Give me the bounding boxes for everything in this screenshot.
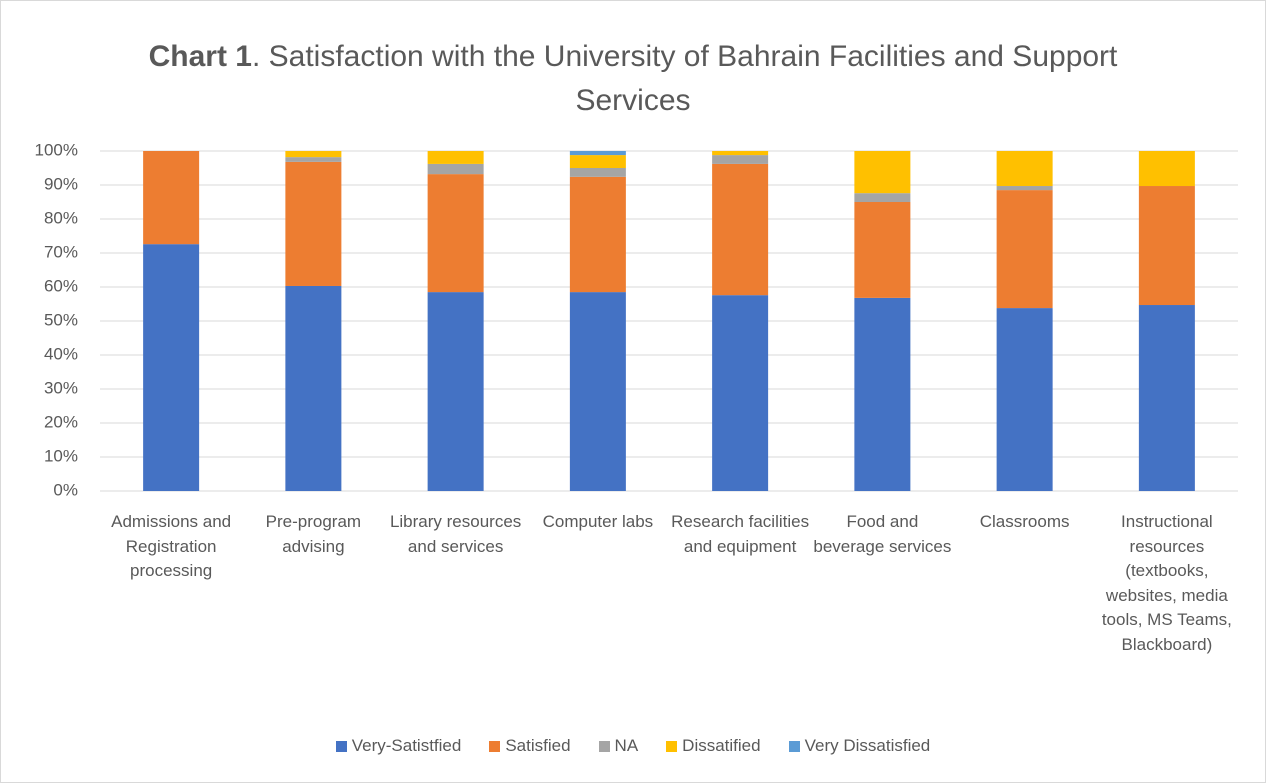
bar-segment	[712, 295, 769, 491]
bar-segment	[569, 155, 626, 168]
bar-segment	[712, 155, 769, 164]
bar-segment	[427, 174, 484, 293]
legend-item: Dissatified	[666, 736, 761, 756]
legend-swatch	[598, 740, 610, 752]
bar-segment	[569, 176, 626, 293]
bar-segment	[569, 151, 626, 156]
bar-segment	[712, 151, 769, 156]
x-tick-label: Classrooms	[979, 512, 1070, 531]
bar-segment	[143, 151, 200, 245]
y-tick-label: 20%	[44, 412, 78, 431]
bar-segment	[427, 292, 484, 491]
x-tick-label: Food and beverage services	[813, 512, 952, 556]
legend-item: Satisfied	[489, 736, 571, 756]
x-tick-label: Admissions and Registration processing	[111, 512, 232, 580]
title-prefix: Chart 1	[148, 40, 252, 73]
y-tick-label: 100%	[35, 140, 78, 159]
bar-segment	[996, 190, 1053, 309]
y-tick-label: 40%	[44, 344, 78, 363]
x-tick-label: Research facilities and equipment	[671, 512, 810, 556]
y-tick-label: 70%	[44, 242, 78, 261]
bar-segment	[1138, 305, 1195, 491]
title-text: . Satisfaction with the University of Ba…	[251, 40, 1118, 117]
legend-swatch	[666, 740, 678, 752]
y-tick-label: 30%	[44, 378, 78, 397]
bar-segment	[569, 292, 626, 491]
bar-segment	[854, 297, 911, 491]
bar-segment	[427, 151, 484, 164]
legend-item: Very-Satistfied	[335, 736, 462, 756]
x-tick-label: Library resources and services	[389, 512, 522, 556]
bar-segment	[1138, 186, 1195, 306]
legend-swatch	[788, 740, 800, 752]
bar-segment	[427, 163, 484, 175]
x-tick-label: Pre-program advising	[265, 512, 362, 556]
bar-segment	[285, 151, 342, 158]
y-tick-label: 90%	[44, 174, 78, 193]
legend-label: NA	[614, 736, 639, 755]
y-tick-label: 0%	[53, 480, 78, 499]
y-tick-label: 10%	[44, 446, 78, 465]
bar-segment	[285, 157, 342, 162]
legend-swatch	[489, 740, 501, 752]
bar-segment	[1138, 151, 1195, 187]
bar-segment	[854, 151, 911, 194]
legend-item: Very Dissatisfied	[788, 736, 931, 756]
bar-segment	[996, 186, 1053, 191]
legend-label: Very-Satistfied	[351, 736, 462, 755]
legend: Very-Satistfied Satisfied NA Dissatified Ver…	[0, 736, 1266, 756]
bar-segment	[285, 285, 342, 491]
bar-segment	[712, 163, 769, 296]
x-tick-label: Computer labs	[542, 512, 654, 531]
bar-segment	[854, 193, 911, 202]
legend-item: NA	[598, 736, 639, 756]
legend-swatch	[335, 740, 347, 752]
bar-segment	[143, 244, 200, 491]
legend-label: Very Dissatisfied	[804, 736, 931, 755]
legend-label: Dissatified	[682, 736, 761, 755]
bar-segment	[996, 151, 1053, 187]
bar-segment	[285, 161, 342, 286]
y-tick-label: 50%	[44, 310, 78, 329]
y-tick-label: 80%	[44, 208, 78, 227]
bar-segment	[996, 308, 1053, 491]
bar-segment	[854, 202, 911, 298]
chart-title: Chart 1. Satisfaction with the Universit…	[100, 35, 1166, 123]
legend-label: Satisfied	[505, 736, 571, 755]
x-tick-label: Instructional resources (textbooks, webs…	[1101, 512, 1232, 654]
bar-segment	[569, 168, 626, 177]
y-tick-label: 60%	[44, 276, 78, 295]
